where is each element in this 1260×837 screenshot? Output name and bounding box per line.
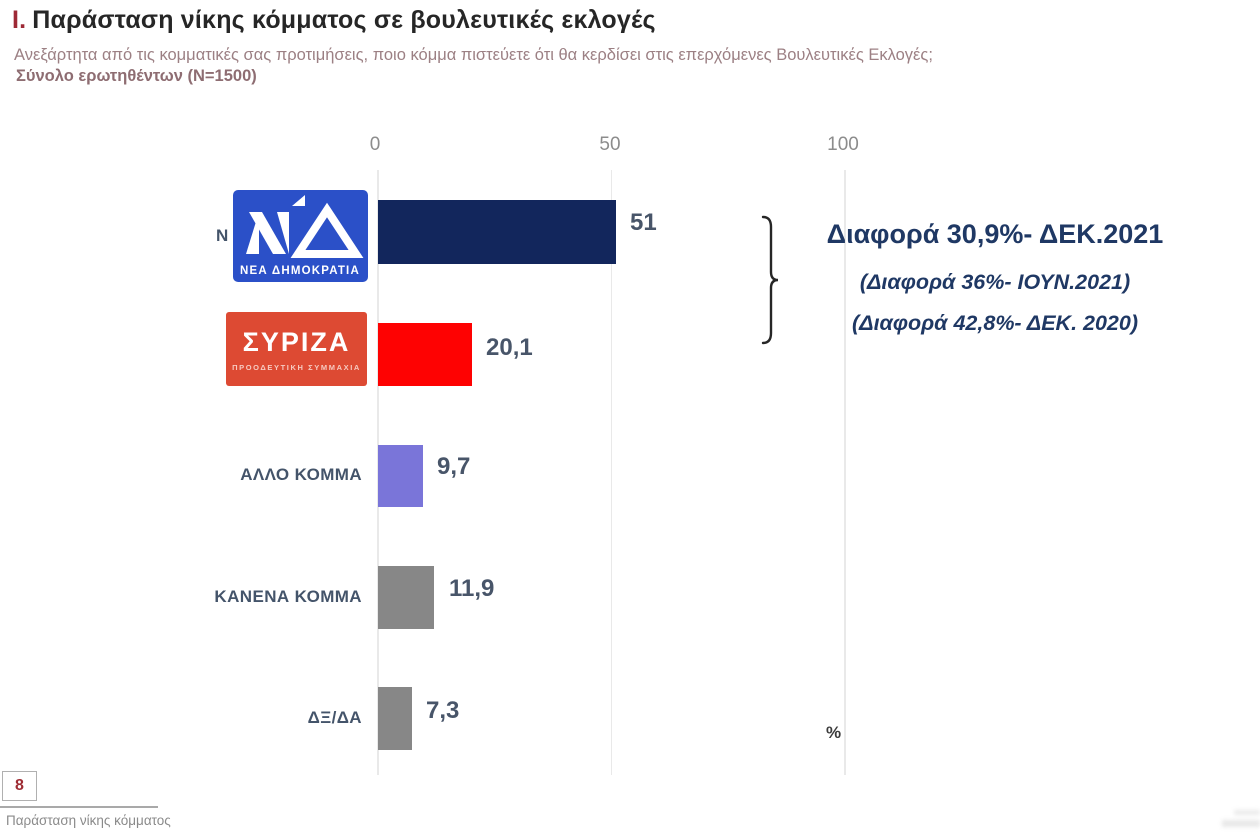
x-tick-100: 100 (827, 134, 859, 155)
value-label-dxda: 7,3 (426, 697, 460, 724)
page-number-box: 8 (2, 771, 37, 801)
bar-allo-komma (378, 445, 423, 507)
annotation-diff-jun2021: (Διαφορά 36%- ΙΟΥΝ.2021) (859, 270, 1131, 294)
page-number: 8 (15, 777, 24, 794)
watermark-smudge (1222, 810, 1260, 832)
bar-dxda (378, 687, 412, 750)
bar-syriza (378, 323, 472, 386)
annotation-diff-dec2020: (Διαφορά 42,8%- ΔΕΚ. 2020) (851, 311, 1139, 335)
footer-title: Παράσταση νίκης κόμματος (6, 813, 171, 828)
category-label-dxda: ΔΞ/ΔΑ (307, 708, 362, 727)
svg-text:ΝΕΑ ΔΗΜΟΚΡΑΤΙΑ: ΝΕΑ ΔΗΜΟΚΡΑΤΙΑ (240, 265, 360, 277)
gridline-0 (377, 170, 379, 775)
value-label-syriza: 20,1 (486, 334, 533, 361)
section-number: I. (12, 6, 27, 34)
value-label-nd: 51 (630, 209, 657, 236)
axis-unit-label: % (826, 723, 842, 742)
sample-size: Σύνολο ερωτηθέντων (N=1500) (16, 67, 257, 85)
right-brace-icon (758, 214, 780, 351)
bar-nd (378, 200, 616, 264)
title-text: Παράσταση νίκης κόμματος σε βουλευτικές … (32, 6, 656, 34)
gridline-50 (610, 170, 612, 775)
category-label-allo-komma: ΑΛΛΟ ΚΟΜΜΑ (240, 465, 362, 484)
nd-party-logo: ΝΕΑ ΔΗΜΟΚΡΑΤΙΑ (233, 190, 368, 282)
annotation-diff-current: Διαφορά 30,9%- ΔΕΚ.2021 (826, 219, 1164, 249)
bar-kanena-komma (378, 566, 434, 629)
gridline-100 (844, 170, 846, 775)
nd-logo-icon: ΝΕΑ ΔΗΜΟΚΡΑΤΙΑ (233, 190, 368, 282)
value-label-kanena-komma: 11,9 (449, 575, 495, 602)
syriza-logo-text: ΣΥΡΙΖΑ (242, 326, 351, 357)
footer-divider (0, 806, 158, 808)
x-tick-50: 50 (599, 134, 621, 155)
value-label-allo-komma: 9,7 (437, 453, 471, 480)
x-tick-0: 0 (369, 134, 381, 155)
survey-question: Ανεξάρτητα από τις κομματικές σας προτιμ… (14, 46, 933, 64)
category-label-nd-partial: Ν (216, 226, 229, 245)
syriza-logo-caption: ΠΡΟΟΔΕΥΤΙΚΗ ΣΥΜΜΑΧΙΑ (232, 362, 361, 372)
syriza-party-logo: ΣΥΡΙΖΑ ΠΡΟΟΔΕΥΤΙΚΗ ΣΥΜΜΑΧΙΑ (226, 312, 367, 386)
category-label-kanena-komma: ΚΑΝΕΝΑ ΚΟΜΜΑ (214, 587, 362, 606)
page-title: I. Παράσταση νίκης κόμματος σε βουλευτικέ… (12, 6, 656, 35)
